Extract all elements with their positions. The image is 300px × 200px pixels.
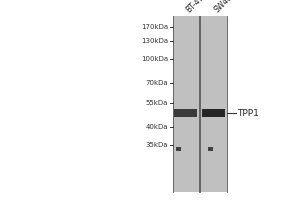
Text: 170kDa: 170kDa (141, 24, 168, 30)
Text: 70kDa: 70kDa (146, 80, 168, 86)
Bar (174, 109, 197, 117)
Bar (200, 16, 226, 192)
Text: SW480: SW480 (212, 0, 237, 14)
Bar (176, 147, 181, 151)
Bar (208, 147, 213, 151)
Text: 40kDa: 40kDa (146, 124, 168, 130)
Text: 35kDa: 35kDa (146, 142, 168, 148)
Text: BT-474: BT-474 (184, 0, 209, 14)
Bar (202, 109, 225, 117)
Bar (172, 16, 199, 192)
Text: 55kDa: 55kDa (146, 100, 168, 106)
Text: TPP1: TPP1 (237, 108, 259, 117)
Bar (172, 16, 226, 192)
Text: 130kDa: 130kDa (141, 38, 168, 44)
Text: 100kDa: 100kDa (141, 56, 168, 62)
